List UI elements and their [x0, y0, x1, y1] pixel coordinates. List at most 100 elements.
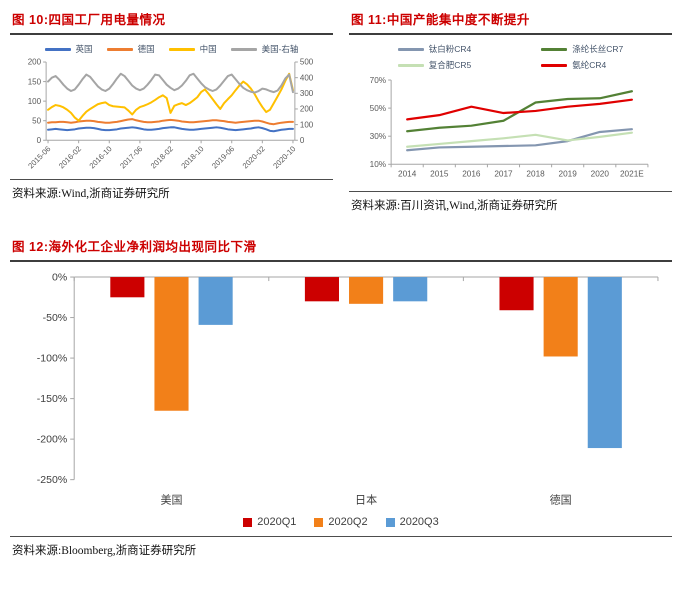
legend-swatch-icon: [541, 47, 568, 51]
svg-text:2014: 2014: [398, 169, 417, 178]
legend-label: 复合肥CR5: [428, 60, 472, 70]
figure-10-source: 资料来源:Wind,浙商证券研究所: [10, 179, 333, 205]
figure-11: 图 11:中国产能集中度不断提升 钛白粉CR4 复合肥CR5 涤纶长丝CR7 氨纶CR…: [349, 6, 672, 217]
svg-text:0: 0: [37, 136, 42, 145]
bar-2020Q1-1: [304, 277, 339, 302]
figure-12: 图 12:海外化工企业净利润均出现同比下滑 0% -50% -100% -150% -2…: [10, 233, 672, 562]
svg-text:0: 0: [300, 136, 305, 145]
figure-12-source: 资料来源:Bloomberg,浙商证券研究所: [10, 536, 672, 562]
legend-item-0: 2020Q1: [243, 516, 296, 528]
svg-text:2018: 2018: [526, 169, 545, 178]
svg-text:-100%: -100%: [37, 353, 67, 365]
legend-swatch-icon: [397, 47, 424, 51]
legend-swatch-icon: [541, 63, 568, 67]
svg-text:400: 400: [300, 73, 314, 82]
svg-text:2016: 2016: [462, 169, 481, 178]
line-series-0: [406, 128, 633, 152]
legend-item-1: 复合肥CR5: [397, 59, 472, 71]
bar-2020Q3-0: [198, 277, 233, 326]
legend-item-1: 德国: [106, 43, 155, 55]
top-figures-row: 图 10:四国工厂用电量情况 英国 德国 中国 美国-右轴 0 50 100 150 200 0…: [10, 6, 672, 217]
bar-2020Q2-2: [543, 277, 578, 357]
legend-item-2: 2020Q3: [385, 516, 439, 529]
legend-swatch-icon: [243, 517, 253, 527]
bar-2020Q1-0: [110, 277, 145, 298]
svg-text:-200%: -200%: [37, 434, 67, 446]
bar-2020Q2-0: [154, 277, 189, 412]
figure-10-body: 英国 德国 中国 美国-右轴 0 50 100 150 200 0 100 200 300 400 500…: [10, 35, 333, 176]
legend-swatch-icon: [106, 47, 133, 51]
svg-text:-250%: -250%: [37, 475, 67, 487]
svg-text:2021E: 2021E: [620, 169, 644, 178]
figure-12-bar-chart: 0% -50% -100% -150% -200% -250% 美国 日本 德国: [37, 272, 659, 507]
svg-text:2015-06: 2015-06: [26, 144, 52, 170]
bar-2020Q1-2: [499, 277, 534, 311]
legend-item-2: 涤纶长丝CR7: [541, 43, 623, 55]
bar-2020Q3-1: [393, 277, 428, 302]
figure-11-source: 资料来源:百川资讯,Wind,浙商证券研究所: [349, 191, 672, 217]
legend-label: 2020Q3: [399, 516, 439, 529]
figure-11-line-chart: 10% 30% 50% 70% 2014 2015 2016 2017 2018 2019 2020…: [370, 76, 649, 178]
legend-swatch-icon: [385, 517, 395, 527]
figure-11-legend: 钛白粉CR4 复合肥CR5 涤纶长丝CR7 氨纶CR4: [397, 43, 623, 71]
figure-11-title: 图 11:中国产能集中度不断提升: [349, 6, 672, 35]
svg-text:2015: 2015: [430, 169, 449, 178]
svg-text:2020-02: 2020-02: [241, 144, 267, 170]
legend-label: 英国: [75, 44, 93, 54]
figure-10: 图 10:四国工厂用电量情况 英国 德国 中国 美国-右轴 0 50 100 150 200 0…: [10, 6, 333, 217]
svg-text:2020: 2020: [591, 169, 610, 178]
bar-2020Q2-1: [349, 277, 384, 305]
svg-text:50: 50: [32, 116, 41, 125]
legend-item-0: 英国: [44, 43, 93, 55]
figure-10-legend: 英国 德国 中国 美国-右轴: [10, 43, 333, 55]
svg-text:0%: 0%: [52, 272, 67, 284]
report-page: 图 10:四国工厂用电量情况 英国 德国 中国 美国-右轴 0 50 100 150 200 0…: [10, 6, 672, 562]
svg-text:500: 500: [300, 58, 314, 67]
legend-label: 氨纶CR4: [572, 60, 607, 70]
svg-text:2018-10: 2018-10: [179, 144, 205, 170]
line-series-1: [406, 131, 633, 148]
svg-text:日本: 日本: [355, 493, 377, 507]
legend-label: 涤纶长丝CR7: [572, 44, 624, 54]
svg-text:2017: 2017: [494, 169, 513, 178]
svg-text:300: 300: [300, 89, 314, 98]
legend-label: 钛白粉CR4: [428, 44, 472, 54]
legend-item-3: 美国-右轴: [230, 43, 299, 55]
svg-text:10%: 10%: [370, 160, 387, 169]
svg-text:美国: 美国: [160, 494, 182, 507]
svg-text:2019: 2019: [559, 169, 578, 178]
legend-swatch-icon: [397, 63, 424, 67]
legend-swatch-icon: [230, 47, 257, 51]
legend-swatch-icon: [44, 47, 71, 51]
legend-item-2: 中国: [168, 43, 217, 55]
line-series-1: [47, 118, 294, 126]
svg-text:2016-02: 2016-02: [57, 144, 83, 170]
svg-text:-150%: -150%: [37, 393, 67, 405]
legend-swatch-icon: [314, 517, 324, 527]
figure-12-body: 0% -50% -100% -150% -200% -250% 美国 日本 德国 2020Q1 2…: [10, 262, 672, 528]
svg-text:100: 100: [28, 97, 42, 106]
legend-item-0: 钛白粉CR4: [397, 43, 472, 55]
figure-12-title: 图 12:海外化工企业净利润均出现同比下滑: [10, 233, 672, 263]
svg-text:-50%: -50%: [43, 312, 68, 324]
legend-label: 中国: [199, 44, 217, 54]
figure-10-title: 图 10:四国工厂用电量情况: [10, 6, 333, 35]
legend-label: 2020Q2: [328, 516, 368, 529]
legend-label: 美国-右轴: [261, 44, 299, 54]
svg-text:200: 200: [28, 58, 42, 67]
svg-text:150: 150: [28, 77, 42, 86]
legend-item-3: 氨纶CR4: [541, 59, 623, 71]
svg-text:2019-06: 2019-06: [210, 144, 236, 170]
svg-text:200: 200: [300, 105, 314, 114]
svg-text:2017-06: 2017-06: [118, 144, 144, 170]
svg-text:2016-10: 2016-10: [88, 144, 114, 170]
svg-text:30%: 30%: [370, 132, 387, 141]
line-series-0: [47, 126, 294, 133]
line-series-2: [47, 72, 294, 122]
svg-text:2018-02: 2018-02: [149, 144, 175, 170]
line-series-3: [47, 72, 294, 94]
legend-swatch-icon: [168, 47, 195, 51]
svg-text:100: 100: [300, 120, 314, 129]
figure-12-legend: 2020Q1 2020Q2 2020Q3: [10, 516, 672, 528]
